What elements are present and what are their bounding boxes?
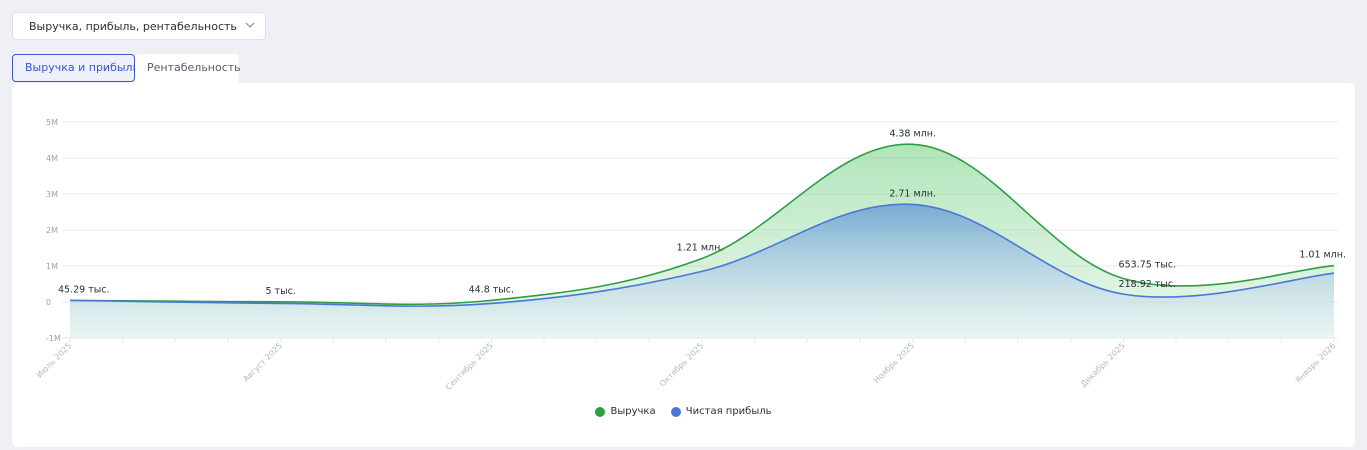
x-tick-label: Декабрь 2025 — [1079, 341, 1127, 389]
chevron-down-icon — [245, 22, 255, 28]
data-label: 4.38 млн. — [889, 128, 936, 139]
legend-label-profit: Чистая прибыль — [685, 406, 772, 417]
data-label: 653.75 тыс. — [1119, 259, 1177, 270]
tab-profitability[interactable]: Рентабельность — [135, 54, 241, 84]
select-value: Выручка, прибыль, рентабельность — [29, 20, 237, 33]
legend-dot-profit — [670, 406, 681, 417]
data-label: 44.8 тыс. — [469, 284, 514, 295]
y-tick-label: 4M — [46, 154, 58, 163]
x-tick-label: Январь 2026 — [1293, 341, 1337, 385]
tab-revenue-profit[interactable]: Выручка и прибыль — [12, 54, 139, 82]
x-tick-label: Октябрь 2025 — [658, 341, 706, 389]
data-label: 5 тыс. — [265, 286, 295, 297]
legend-item-revenue[interactable]: Выручка — [595, 406, 656, 417]
y-tick-label: 2M — [46, 226, 58, 235]
y-tick-label: -1M — [46, 334, 61, 343]
x-tick-label: Сентябрь 2025 — [444, 341, 495, 392]
chart-type-select[interactable]: Выручка, прибыль, рентабельность — [12, 12, 266, 40]
profit-line[interactable] — [69, 203, 1335, 307]
data-label: 2.71 млн. — [889, 188, 936, 199]
profit-area — [70, 204, 1334, 338]
x-tick-label: Август 2025 — [242, 341, 284, 383]
x-tick-label: Июль 2025 — [35, 341, 74, 380]
legend-dot-revenue — [595, 406, 606, 417]
area-chart: 5M 4M 3M 2M 1M 0 -1M 45.29 тыс. 5 тыс. 44.8 тыс. 1… — [35, 118, 1346, 392]
x-tick-label: Ноябрь 2025 — [872, 341, 916, 385]
legend-label-revenue: Выручка — [610, 406, 656, 417]
chart-legend: Выручка Чистая прибыль — [12, 406, 1355, 420]
data-label: 45.29 тыс. — [58, 284, 110, 295]
y-tick-label: 5M — [46, 118, 58, 127]
data-label: 218.92 тыс. — [1119, 279, 1177, 290]
revenue-line[interactable] — [69, 143, 1335, 306]
chart-panel: 5M 4M 3M 2M 1M 0 -1M 45.29 тыс. 5 тыс. 44.8 тыс. 1… — [12, 83, 1355, 447]
y-tick-label: 1M — [46, 262, 58, 271]
data-label: 1.21 млн. — [677, 242, 724, 253]
y-tick-label: 3M — [46, 190, 58, 199]
data-label: 1.01 млн. — [1299, 250, 1346, 261]
legend-item-profit[interactable]: Чистая прибыль — [670, 406, 772, 417]
y-tick-label: 0 — [46, 298, 51, 307]
